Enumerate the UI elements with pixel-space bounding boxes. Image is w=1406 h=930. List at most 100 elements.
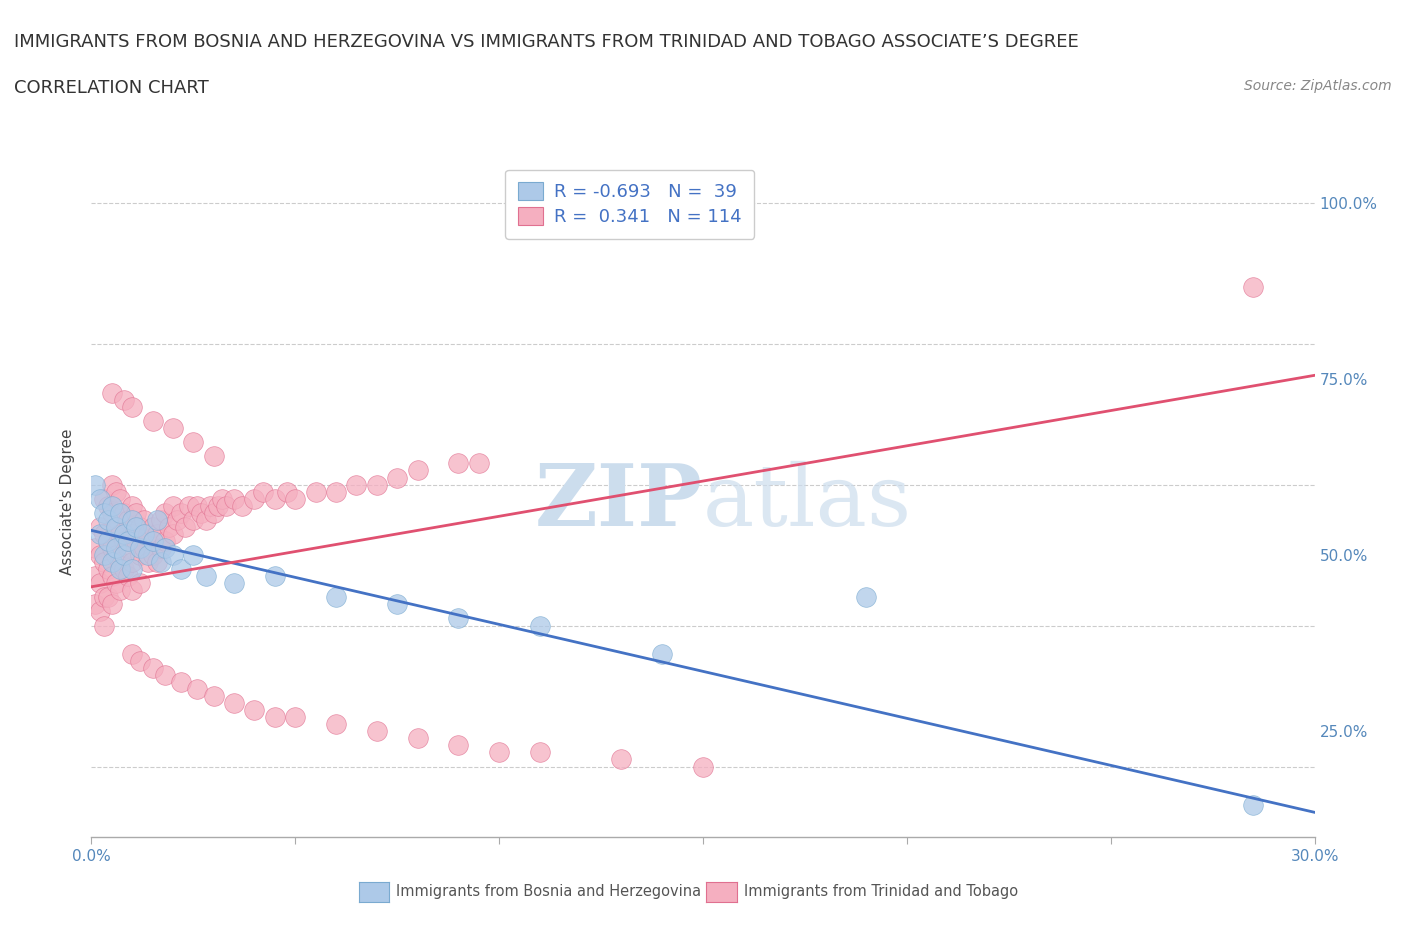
Point <box>162 548 184 563</box>
Point <box>117 512 139 527</box>
Text: CORRELATION CHART: CORRELATION CHART <box>14 79 209 97</box>
Point <box>93 548 115 563</box>
Point <box>406 463 429 478</box>
Y-axis label: Associate's Degree: Associate's Degree <box>60 429 76 576</box>
Point <box>202 688 225 703</box>
Point <box>170 562 193 577</box>
Point <box>93 505 115 520</box>
Point <box>141 534 163 549</box>
Point <box>186 682 208 697</box>
Point <box>264 710 287 724</box>
Point <box>264 569 287 584</box>
Point <box>145 526 167 541</box>
Point <box>190 505 212 520</box>
Point <box>194 512 217 527</box>
Point <box>141 660 163 675</box>
Point <box>145 512 167 527</box>
Point <box>112 548 135 563</box>
Point <box>194 569 217 584</box>
Legend: R = -0.693   N =  39, R =  0.341   N = 114: R = -0.693 N = 39, R = 0.341 N = 114 <box>505 170 754 239</box>
Text: Immigrants from Bosnia and Herzegovina: Immigrants from Bosnia and Herzegovina <box>396 884 702 899</box>
Point <box>93 618 115 633</box>
Point <box>141 414 163 429</box>
Point <box>112 534 135 549</box>
Point <box>97 534 120 549</box>
Point <box>89 491 111 506</box>
Point <box>112 392 135 407</box>
Point <box>138 548 160 563</box>
Point <box>121 512 143 527</box>
Point <box>447 737 470 752</box>
Point <box>222 696 246 711</box>
Point <box>108 583 131 598</box>
Point <box>855 590 877 604</box>
Point <box>610 752 633 767</box>
Point <box>162 420 184 435</box>
Point <box>89 520 111 535</box>
Point <box>84 597 107 612</box>
Point <box>284 710 307 724</box>
Point <box>84 477 107 492</box>
Point <box>202 505 225 520</box>
Point <box>108 491 131 506</box>
Point <box>447 611 470 626</box>
Point <box>215 498 238 513</box>
Point <box>141 520 163 535</box>
Point <box>121 554 143 569</box>
Point <box>138 526 160 541</box>
Point <box>121 646 143 661</box>
Point <box>117 569 139 584</box>
Point <box>202 449 225 464</box>
Point <box>141 548 163 563</box>
Point <box>104 485 127 499</box>
Point <box>112 562 135 577</box>
Point <box>129 654 152 669</box>
Point <box>121 400 143 415</box>
Point <box>134 512 156 527</box>
Point <box>89 576 111 591</box>
Text: Immigrants from Trinidad and Tobago: Immigrants from Trinidad and Tobago <box>744 884 1018 899</box>
Point <box>252 485 274 499</box>
Point <box>264 491 287 506</box>
Point <box>125 520 148 535</box>
Text: ZIP: ZIP <box>536 460 703 544</box>
Point <box>153 534 176 549</box>
Point <box>1243 798 1265 813</box>
Point <box>104 520 127 535</box>
Point <box>157 520 180 535</box>
Point <box>93 590 115 604</box>
Point <box>138 554 160 569</box>
Point <box>108 505 131 520</box>
Point <box>104 520 127 535</box>
Text: IMMIGRANTS FROM BOSNIA AND HERZEGOVINA VS IMMIGRANTS FROM TRINIDAD AND TOBAGO AS: IMMIGRANTS FROM BOSNIA AND HERZEGOVINA V… <box>14 33 1078 50</box>
Point <box>101 477 124 492</box>
Point <box>529 618 551 633</box>
Point <box>97 512 120 527</box>
Point <box>89 548 111 563</box>
Point <box>97 498 120 513</box>
Point <box>89 604 111 618</box>
Point <box>149 512 172 527</box>
Point <box>101 569 124 584</box>
Text: Source: ZipAtlas.com: Source: ZipAtlas.com <box>1244 79 1392 93</box>
Point <box>406 731 429 746</box>
Point <box>198 498 221 513</box>
Point <box>108 554 131 569</box>
Point <box>170 674 193 689</box>
Point <box>179 498 201 513</box>
Point <box>183 548 205 563</box>
Point <box>207 498 229 513</box>
Point <box>162 498 184 513</box>
Point <box>529 745 551 760</box>
Point <box>170 505 193 520</box>
Point <box>112 505 135 520</box>
Point <box>121 498 143 513</box>
Point <box>104 576 127 591</box>
Point <box>134 526 156 541</box>
Point <box>366 724 388 738</box>
Point <box>121 526 143 541</box>
Point <box>651 646 673 661</box>
Point <box>84 569 107 584</box>
Point <box>153 505 176 520</box>
Point <box>97 590 120 604</box>
